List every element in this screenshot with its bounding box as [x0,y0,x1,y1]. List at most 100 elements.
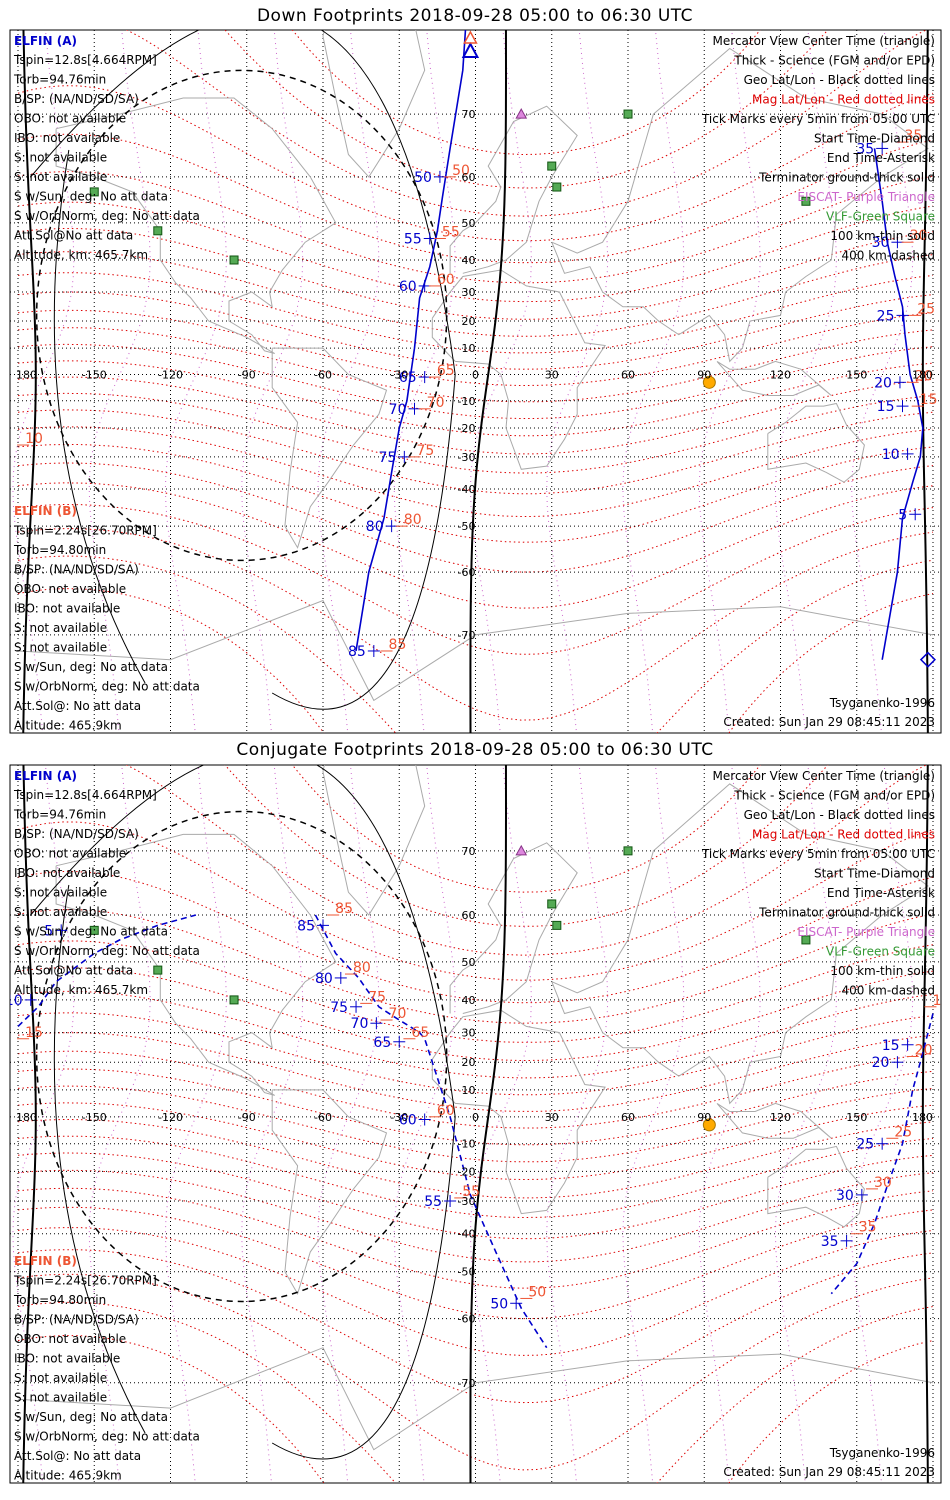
y-tick-label: 30 [462,1027,476,1040]
elfin-b-tick-label: 50 [528,1284,546,1300]
elfin-b-info-line: S: not available [14,621,107,635]
y-tick-label: 40 [462,254,476,267]
vlf-station-icon [153,965,163,975]
tracks: 8580757065605550510152025303585807570656… [5,901,941,1349]
visibility-400km-dashed [35,810,448,1303]
coastline [551,783,929,1105]
y-tick-label: 50 [462,956,476,969]
mag-latitude-line [17,503,934,655]
elfin-b-info-line: B/SP: (NA/ND/SD/SA) [14,1313,139,1327]
created-label: Created: Sun Jan 29 08:45:11 2023 [723,1465,935,1479]
panel-conjugate: 8580757065605550510152025303585807570656… [5,764,942,1484]
y-tick-label: 40 [462,994,476,1007]
y-tick-label: -30 [458,1195,476,1208]
coastline [55,833,337,1096]
mag-latitude-line [17,272,934,354]
y-tick-label: 20 [462,1056,476,1069]
elfin-a-info-line: S w/OrbNorm, deg: No att data [14,209,200,223]
terminator-line-east [921,30,929,733]
elfin-b-tick-label: 85 [389,637,407,653]
elfin-b-tick-label: 20 [915,1042,933,1058]
vlf-station-icon [229,995,239,1005]
elfin-a-info-line: S: not available [14,151,107,165]
y-tick-label: -30 [458,451,476,464]
plot-frame [9,764,942,1484]
elfin-b-tick-label: 65 [437,363,455,379]
plot-frame [9,29,942,734]
legend-line: Terminator ground-thick solid [758,906,935,920]
coastline [767,1145,865,1228]
elfin-b-info-line: OBO: not available [14,1332,126,1346]
view-center-triangle-icon-b [463,30,478,44]
x-tick-label: 150 [846,1111,867,1124]
elfin-b-info-line: Tspin=2.24s[26.70RPM] [13,1274,157,1288]
mag-latitude-line [17,940,934,1043]
elfin-a-info-line: S: not available [14,886,107,900]
coastline [767,402,865,483]
elfin-b-info-line: S w/OrbNorm, deg: No att data [14,680,200,694]
sun-icon [702,1118,716,1132]
legend-line: End Time-Asterisk [827,886,935,900]
legend-line: Mag Lat/Lon - Red dotted lines [752,828,935,842]
x-tick-label: -90 [238,368,256,381]
created-label: Created: Sun Jan 29 08:45:11 2023 [723,715,935,729]
x-tick-label: 0 [472,368,479,381]
y-tick-label: -50 [458,1266,476,1279]
coastline [55,97,337,354]
vlf-station-icon [801,935,811,945]
elfin-a-tick-label: 15 [877,399,895,415]
elfin-a-tick-label: 70 [351,1016,369,1032]
coastline [271,347,388,549]
mag-longitude-line [164,765,227,1483]
plot-area: 5055606570758085510152025303550556065707… [10,30,941,733]
y-tick-label: -70 [458,629,476,642]
sun-icon [702,375,716,389]
elfin-b-tick-label: 80 [404,512,422,528]
y-tick-label: -20 [458,422,476,435]
elfin-a-tick-label: 85 [297,918,315,934]
legend-line: Geo Lat/Lon - Black dotted lines [744,808,935,822]
elfin-a-info-line: Altitude, km: 465.7km [14,248,148,262]
legend-line: Start Time-Diamond [814,867,935,881]
x-tick-label: -150 [82,368,107,381]
elfin-b-tick-label: 85 [335,901,353,917]
elfin-a-legend: ELFIN (A) Tspin=12.8s[4.664RPM] Torb=94.76… [13,34,200,262]
y-tick-label: 10 [462,1084,476,1097]
x-tick-label: -150 [82,1111,107,1124]
terminator [22,30,929,733]
elfin-a-tick-label: 15 [882,1038,900,1054]
x-tick-label: 120 [770,1111,791,1124]
elfin-a-tick-label: 30 [836,1188,854,1204]
x-tick-label: -120 [158,1111,183,1124]
x-tick-label: 180 [16,1111,37,1124]
y-tick-label: -40 [458,483,476,496]
elfin-a-track-track_a [873,148,924,660]
y-tick-label: 70 [462,108,476,121]
x-tick-label: 0 [472,1111,479,1124]
y-tick-label: 60 [462,171,476,184]
elfin-a-info-line: Tspin=12.8s[4.664RPM] [13,788,157,802]
terminator-line-west [22,765,37,1483]
terminator [22,765,929,1483]
legend-line: EISCAT- Purple Triangle [797,925,935,939]
elfin-b-info-line: S w/OrbNorm, deg: No att data [14,1430,200,1444]
mag-latitude-line [17,1187,934,1289]
elfin-a-tick-label: 25 [856,1137,874,1153]
mag-latitude-line [17,1032,934,1112]
y-tick-label: -60 [458,1313,476,1326]
y-tick-label: 50 [462,217,476,230]
right-legend: Mercator View Center Time (triangle) Thic… [701,34,935,263]
model-label: Tsyganenko-1996 [829,1446,935,1460]
vlf-station-icon [547,161,557,171]
model-label: Tsyganenko-1996 [829,696,935,710]
coastline [449,105,578,274]
elfin-b-info-line: Tspin=2.24s[26.70RPM] [13,524,157,538]
elfin-b-tick-label: 25 [894,1124,912,1140]
start-diamond-icon [919,651,936,668]
elfin-a-tick-label: 10 [5,993,23,1009]
elfin-b-info-line: S: not available [14,1371,107,1385]
elfin-b-tick-label: 60 [437,272,455,288]
plot-area: 8580757065605550510152025303585807570656… [5,765,941,1483]
elfin-b-tick-label: 35 [859,1220,877,1236]
